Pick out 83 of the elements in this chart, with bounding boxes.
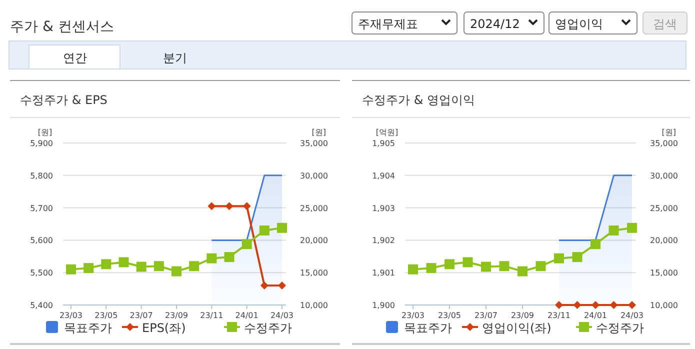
point — [259, 225, 270, 236]
point — [206, 253, 217, 264]
point — [101, 259, 112, 270]
chart-title: 수정주가 & 영업이익 — [362, 93, 475, 107]
text: 2024/12 — [470, 17, 520, 31]
y2-axis-title: [원] — [662, 128, 676, 137]
y2-tick-label: 35,000 — [300, 139, 328, 148]
y2-tick-label: 30,000 — [650, 171, 678, 180]
x-tick-label: 23/09 — [510, 311, 534, 320]
y-tick-label: 5,700 — [30, 204, 53, 213]
legend-label: 수정주가 — [244, 321, 292, 335]
point — [84, 263, 94, 274]
text: 영업이익 — [555, 17, 603, 31]
point — [154, 261, 164, 272]
x-tick-label: 23/05 — [94, 311, 118, 320]
y2-tick-label: 35,000 — [650, 139, 678, 148]
y2-tick-label: 15,000 — [650, 268, 678, 278]
text: 검색 — [653, 17, 677, 31]
y-tick-label: 5,500 — [30, 268, 53, 278]
text: 주가 & 컨센서스 — [10, 19, 114, 35]
point — [590, 239, 600, 250]
x-tick-label: 24/03 — [620, 311, 644, 320]
y-tick-label: 1,903 — [372, 204, 395, 213]
point — [462, 257, 473, 268]
point — [518, 266, 528, 276]
legend-label: EPS(좌) — [142, 321, 186, 335]
point — [277, 222, 287, 233]
point — [118, 257, 129, 268]
x-tick-label: 23/07 — [130, 311, 153, 320]
legend-label: 목표주가 — [64, 321, 112, 335]
y2-tick-label: 10,000 — [650, 301, 678, 310]
point — [554, 253, 564, 264]
y-tick-label: 5,900 — [30, 139, 53, 148]
point — [172, 266, 182, 276]
legend-label: 수정주가 — [596, 321, 644, 335]
x-tick-label: 23/03 — [59, 311, 83, 320]
y-tick-label: 5,400 — [30, 301, 53, 310]
x-tick-label: 23/05 — [438, 311, 462, 320]
y2-axis-title: [원] — [312, 128, 326, 137]
x-tick-label: 24/01 — [584, 311, 608, 320]
y-axis-title: [원] — [38, 128, 52, 137]
x-tick-label: 24/01 — [235, 311, 258, 320]
point — [536, 261, 546, 272]
point — [572, 252, 582, 262]
y-axis-title: [억원] — [376, 128, 398, 137]
x-tick-label: 24/03 — [270, 311, 294, 320]
point — [66, 264, 76, 274]
legend-label: 목표주가 — [404, 321, 452, 335]
y-tick-label: 1,904 — [372, 171, 395, 180]
x-tick-label: 23/03 — [401, 311, 425, 320]
y2-tick-label: 20,000 — [300, 236, 328, 246]
point — [224, 252, 234, 262]
y2-tick-label: 20,000 — [650, 236, 678, 246]
y-tick-label: 1,905 — [372, 139, 395, 148]
y2-tick-label: 25,000 — [650, 204, 678, 213]
chart-title: 수정주가 & EPS — [20, 93, 108, 107]
y-tick-label: 1,900 — [372, 301, 395, 310]
text: 분기 — [163, 51, 187, 65]
y2-tick-label: 30,000 — [300, 171, 328, 180]
y2-tick-label: 10,000 — [300, 301, 328, 310]
point — [481, 262, 491, 272]
point — [136, 262, 146, 272]
legend-label: 영업이익(좌) — [482, 321, 552, 335]
y-tick-label: 1,901 — [372, 268, 395, 278]
y-tick-label: 1,902 — [372, 236, 395, 246]
point — [189, 261, 200, 272]
point — [242, 239, 252, 250]
point — [408, 264, 418, 274]
y-tick-label: 5,600 — [30, 236, 53, 246]
x-tick-label: 23/11 — [200, 311, 224, 320]
point — [499, 261, 510, 272]
y2-tick-label: 25,000 — [300, 204, 328, 213]
text: 주재무제표 — [358, 17, 418, 31]
y2-tick-label: 15,000 — [300, 268, 328, 278]
text: 연간 — [63, 51, 87, 65]
point — [627, 222, 637, 233]
x-tick-label: 23/11 — [547, 311, 571, 320]
point — [444, 259, 454, 270]
y-tick-label: 5,800 — [30, 171, 53, 180]
point — [426, 263, 436, 274]
point — [608, 225, 619, 236]
x-tick-label: 23/09 — [164, 311, 188, 320]
x-tick-label: 23/07 — [474, 311, 498, 320]
